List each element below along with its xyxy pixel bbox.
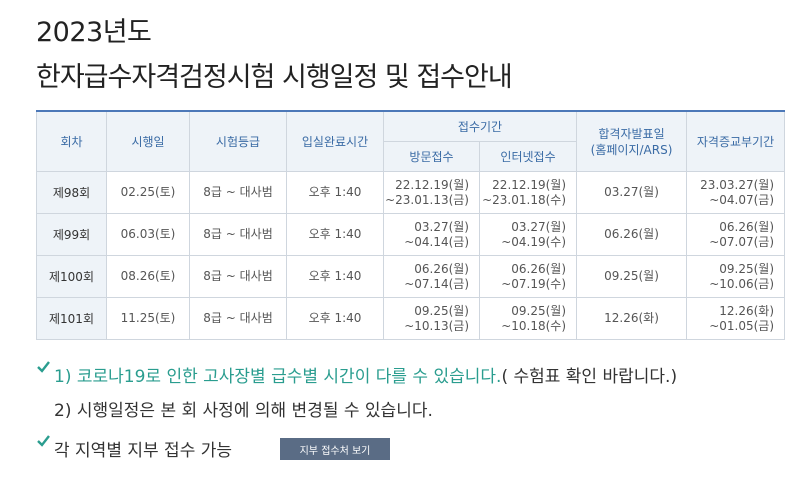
header-certificate-period: 자격증교부기간 [686, 110, 786, 172]
round-cell: 제101회 [36, 297, 107, 340]
exam-date-cell: 11.25(토) [106, 297, 190, 340]
header-result-date: 합격자발표일 (홈페이지/ARS) [576, 110, 688, 172]
table-row: 제99회 06.03(토) 8급 ~ 대사범 오후 1:40 03.27(월) ~04.… [36, 213, 786, 256]
header-visit: 방문접수 [383, 141, 480, 172]
exam-date-cell: 08.26(토) [106, 255, 190, 298]
entry-time-cell: 오후 1:40 [286, 255, 384, 298]
table-row: 제101회 11.25(토) 8급 ~ 대사범 오후 1:40 09.25(월) ~10… [36, 297, 786, 340]
visit-cell: 06.26(월) ~07.14(금) [383, 255, 480, 298]
note-branch: 각 지역별 지부 접수 가능 [36, 435, 233, 461]
header-entry-time: 입실완료시간 [286, 110, 384, 172]
entry-time-cell: 오후 1:40 [286, 297, 384, 340]
header-reception-period: 접수기간 [382, 110, 578, 142]
note-branch-text: 각 지역별 지부 접수 가능 [54, 441, 233, 461]
schedule-table: 회차 시행일 시험등급 입실완료시간 접수기간 합격자발표일 (홈페이지/ARS… [36, 110, 786, 340]
certificate-cell: 09.25(월) ~10.06(금) [686, 255, 786, 298]
exam-date-cell: 06.03(토) [106, 213, 190, 256]
certificate-cell: 12.26(화) ~01.05(금) [686, 297, 786, 340]
exam-date-cell: 02.25(토) [106, 171, 190, 214]
note-covid-highlight: 1) 코로나19로 인한 고사장별 급수별 시간이 다를 수 있습니다. [54, 367, 502, 387]
grade-cell: 8급 ~ 대사범 [189, 213, 287, 256]
round-cell: 제99회 [36, 213, 107, 256]
check-icon [37, 435, 50, 447]
visit-cell: 03.27(월) ~04.14(금) [383, 213, 480, 256]
grade-cell: 8급 ~ 대사범 [189, 297, 287, 340]
grade-cell: 8급 ~ 대사범 [189, 171, 287, 214]
certificate-cell: 06.26(월) ~07.07(금) [686, 213, 786, 256]
page-title: 한자급수자격검정시험 시행일정 및 접수안내 [36, 62, 513, 93]
grade-cell: 8급 ~ 대사범 [189, 255, 287, 298]
note-covid-tail: ( 수험표 확인 바랍니다.) [501, 367, 678, 387]
internet-cell: 03.27(월) ~04.19(수) [478, 213, 578, 256]
note-covid: 1) 코로나19로 인한 고사장별 급수별 시간이 다를 수 있습니다.( 수험… [36, 361, 678, 387]
internet-cell: 06.26(월) ~07.19(수) [478, 255, 578, 298]
header-exam-date: 시행일 [106, 110, 190, 172]
table-row: 제98회 02.25(토) 8급 ~ 대사범 오후 1:40 22.12.19(월) ~… [36, 171, 786, 214]
internet-cell: 09.25(월) ~10.18(수) [478, 297, 578, 340]
result-cell: 06.26(월) [576, 213, 688, 256]
result-cell: 03.27(월) [576, 171, 688, 214]
visit-cell: 22.12.19(월) ~23.01.13(금) [383, 171, 480, 214]
note-schedule-change: 2) 시행일정은 본 회 사정에 의해 변경될 수 있습니다. [54, 401, 433, 421]
round-cell: 제98회 [36, 171, 107, 214]
entry-time-cell: 오후 1:40 [286, 213, 384, 256]
visit-cell: 09.25(월) ~10.13(금) [383, 297, 480, 340]
header-round: 회차 [36, 110, 107, 172]
certificate-cell: 23.03.27(월) ~04.07(금) [686, 171, 786, 214]
result-cell: 12.26(화) [576, 297, 688, 340]
view-branch-offices-button[interactable]: 지부 접수처 보기 [280, 438, 390, 460]
table-row: 제100회 08.26(토) 8급 ~ 대사범 오후 1:40 06.26(월) ~07… [36, 255, 786, 298]
schedule-table-container: 회차 시행일 시험등급 입실완료시간 접수기간 합격자발표일 (홈페이지/ARS… [36, 110, 786, 340]
header-grade: 시험등급 [189, 110, 287, 172]
header-internet: 인터넷접수 [478, 141, 578, 172]
entry-time-cell: 오후 1:40 [286, 171, 384, 214]
internet-cell: 22.12.19(월) ~23.01.18(수) [478, 171, 578, 214]
round-cell: 제100회 [36, 255, 107, 298]
result-cell: 09.25(월) [576, 255, 688, 298]
check-icon [37, 361, 50, 373]
year-heading: 2023년도 [36, 17, 152, 48]
